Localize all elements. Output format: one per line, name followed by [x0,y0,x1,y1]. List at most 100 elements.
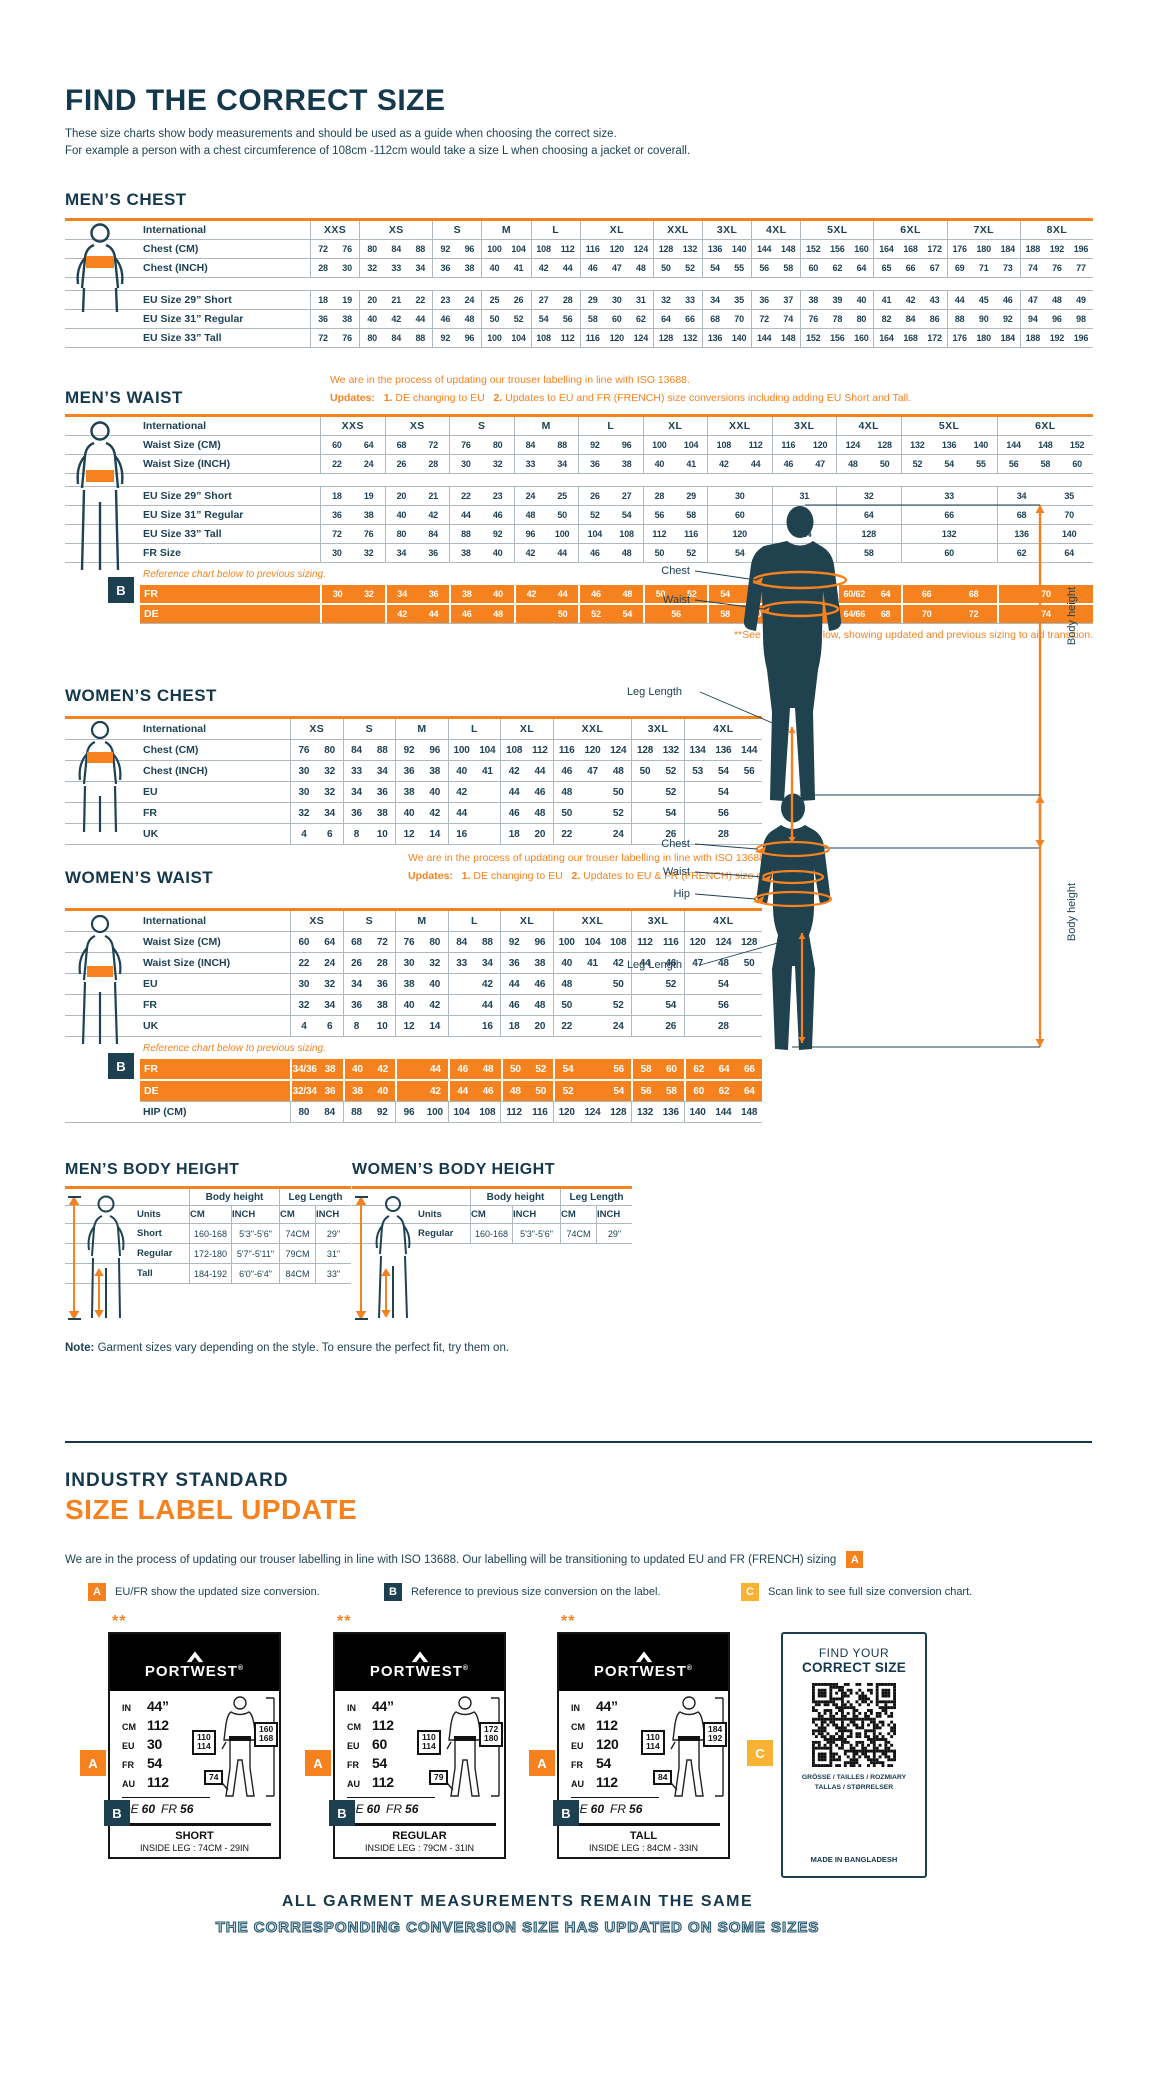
size-cell: 34 36 [342,782,396,802]
portwest-logo: PORTWEST® [559,1634,728,1691]
separator-line [122,1797,210,1798]
size-cell: 48 50 [552,974,631,994]
size-cell: 70 72 [901,605,997,623]
size-cell: 22 24 [552,1016,631,1036]
legacy-row-label: FR [144,588,158,600]
female-body-height-label: Body height [1066,882,1078,942]
size-cell: 132 [900,525,997,543]
bh-cell: 5'3"-5'6" [231,1224,279,1243]
row-label: Chest (INCH) [143,765,208,777]
measurement-row: FR 54 [122,1755,169,1774]
inside-leg-text: INSIDE LEG : 84CM - 33IN [588,1843,699,1853]
size-cell: 80 84 [384,525,450,543]
legend-item-a: A EU/FR show the updated size conversion… [88,1583,320,1601]
measurement-key: CM [571,1722,585,1732]
size-cell: 34 35 [996,487,1093,505]
size-cell: 56 58 [751,259,800,277]
size-cell: 27 28 [530,291,580,309]
measurement-key: FR [571,1760,583,1770]
size-cell: 32 [836,487,901,505]
size-cell: 54 [631,803,684,823]
size-cell: 100 104 [447,740,501,760]
size-cell: 136 140 [996,525,1093,543]
size-cell: XS [384,417,450,435]
size-cell: 7XL [946,221,1020,239]
bh-cell: 84CM [279,1264,315,1283]
height-size-box: 172 180 [479,1722,504,1747]
size-cell: L [530,221,580,239]
size-cell: 54 [683,974,762,994]
size-cell: 56 58 60 [996,455,1093,473]
size-cell: 40 42 [342,1059,396,1079]
measurement-row: CM 112 [347,1717,394,1736]
measurement-key: CM [347,1722,361,1732]
measurement-key: CM [122,1722,136,1732]
size-cell: 3XL [631,911,684,931]
size-cell: 50 [513,605,579,623]
label-figure: 110 114 160 168 74 [192,1694,280,1800]
size-cell: 42 [447,782,501,802]
size-cell: 60 [707,506,772,524]
size-cell: 53 54 56 [683,761,762,781]
size-cell: 20 21 22 [359,291,432,309]
size-cell: 12 14 [395,1016,448,1036]
card3-badge-a: A [529,1750,555,1776]
previous-sizing-row: DE 60 FR 56 [122,1802,199,1816]
table-row: UK 4 6 8 10 12 14 16 18 20 22 24 26 28 [65,1016,762,1037]
intro-line-1: These size charts show body measurements… [65,128,617,140]
card3-badge-b: B [553,1800,579,1826]
size-cell: 72 74 [751,310,800,328]
size-cell: 30 32 [290,761,343,781]
card-asterisks: ** [337,1613,352,1630]
update1-text: DE changing to EU [395,391,485,404]
size-cell: M [481,221,530,239]
badge-a: A [88,1583,106,1601]
size-cell: 88 92 [449,525,514,543]
table-row: EU Size 29” Short 18 19 20 21 22 23 24 25 26 27 28 2… [65,291,1093,310]
separator-line-thick [118,1823,271,1826]
size-cell: 112 116 [631,932,684,952]
female-silhouette [756,793,831,1050]
size-cell: 92 96 [500,932,553,952]
fit-name: REGULAR [392,1830,447,1842]
size-cell: 44 46 [500,782,553,802]
measurement-value: 54 [147,1755,162,1771]
size-cell: 116 120 [771,436,837,454]
measurement-key: EU [571,1741,584,1751]
size-cell: 144 148 152 [996,436,1093,454]
table-row: Waist Size (INCH) 22 24 26 28 30 32 33 34 36 38 40 4… [65,455,1093,474]
size-cell: M [395,719,448,739]
size-cell: 56 [683,803,762,823]
female-leg-length-label: Leg Length [626,959,682,971]
size-cell: 32 34 [290,803,343,823]
bh-data-row: Regular 172-180 5'7"-5'11" 79CM 31" [65,1244,351,1264]
size-cell: S [449,417,514,435]
table-row: EU Size 31” Regular 36 38 40 42 44 46 48 50 52 54 5… [65,310,1093,329]
label-measurements: IN 44” CM 112 EU 30 FR 54 AU 112 [122,1698,169,1793]
size-cell: 62 64 [996,544,1093,562]
size-cell: 46 48 [578,585,643,603]
size-cell: 18 20 [500,1016,553,1036]
size-cell: 60 62 64 [800,259,873,277]
prev-key: FR [161,1802,178,1816]
measurement-value: 120 [596,1736,619,1752]
size-cell: 30 32 [320,544,385,562]
womens-body-height-title: WOMEN’S BODY HEIGHT [352,1161,555,1178]
size-cell: 32 33 [652,291,702,309]
measurement-row: FR 54 [571,1755,618,1774]
page-title: FIND THE CORRECT SIZE [65,84,446,117]
update2-text: Updates to EU & FR (FRENCH) size convers… [583,869,816,882]
size-cell: 34 36 [384,544,450,562]
size-cell: 48 50 [513,506,579,524]
size-cell: 72 76 [310,240,359,258]
size-cell: 68 70 [996,506,1093,524]
size-cell: 80 84 [290,1102,343,1122]
page-intro: These size charts show body measurements… [65,126,690,161]
measurement-value: 112 [596,1774,618,1790]
badge-b: B [384,1583,402,1601]
size-cell: 58 [836,544,901,562]
size-cell: 30 32 [320,585,385,603]
qr-correct-size: CORRECT SIZE [801,1660,907,1675]
